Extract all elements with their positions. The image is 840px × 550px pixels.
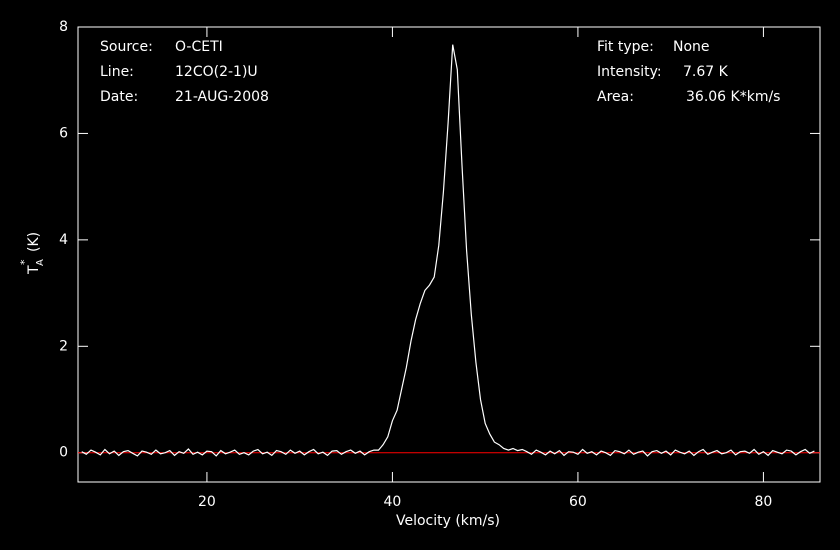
x-tick-label: 60 xyxy=(569,494,587,510)
annotation-value: O-CETI xyxy=(175,39,223,55)
annotation-label: Area: xyxy=(597,89,634,105)
y-label-sub: A xyxy=(35,259,46,266)
annotation-value: 36.06 K*km/s xyxy=(686,89,780,105)
y-label-base: T xyxy=(26,265,42,275)
x-axis-label: Velocity (km/s) xyxy=(396,513,500,529)
x-tick-label: 80 xyxy=(755,494,773,510)
y-tick-label: 2 xyxy=(59,338,68,354)
annotation-value: 21-AUG-2008 xyxy=(175,89,269,105)
y-axis-label: T A * (K) xyxy=(18,232,46,275)
x-tick-label: 20 xyxy=(198,494,216,510)
annotation-label: Fit type: xyxy=(597,39,654,55)
x-tick-label: 40 xyxy=(384,494,402,510)
annotation-label: Source: xyxy=(100,39,153,55)
annotation-label: Intensity: xyxy=(597,64,662,80)
y-tick-label: 6 xyxy=(59,125,68,141)
plot-frame xyxy=(77,26,821,483)
y-label-unit: (K) xyxy=(26,232,42,252)
annotation-value: 7.67 K xyxy=(683,64,729,80)
annotation-label: Date: xyxy=(100,89,138,105)
annotation-label: Line: xyxy=(100,64,134,80)
spectrum-line xyxy=(81,44,815,457)
y-tick-label: 4 xyxy=(59,232,68,248)
y-label-sup: * xyxy=(18,259,31,265)
annotation-value: None xyxy=(673,39,710,55)
y-tick-label: 0 xyxy=(59,445,68,461)
y-tick-label: 8 xyxy=(59,19,68,35)
annotation-value: 12CO(2-1)U xyxy=(175,64,258,80)
